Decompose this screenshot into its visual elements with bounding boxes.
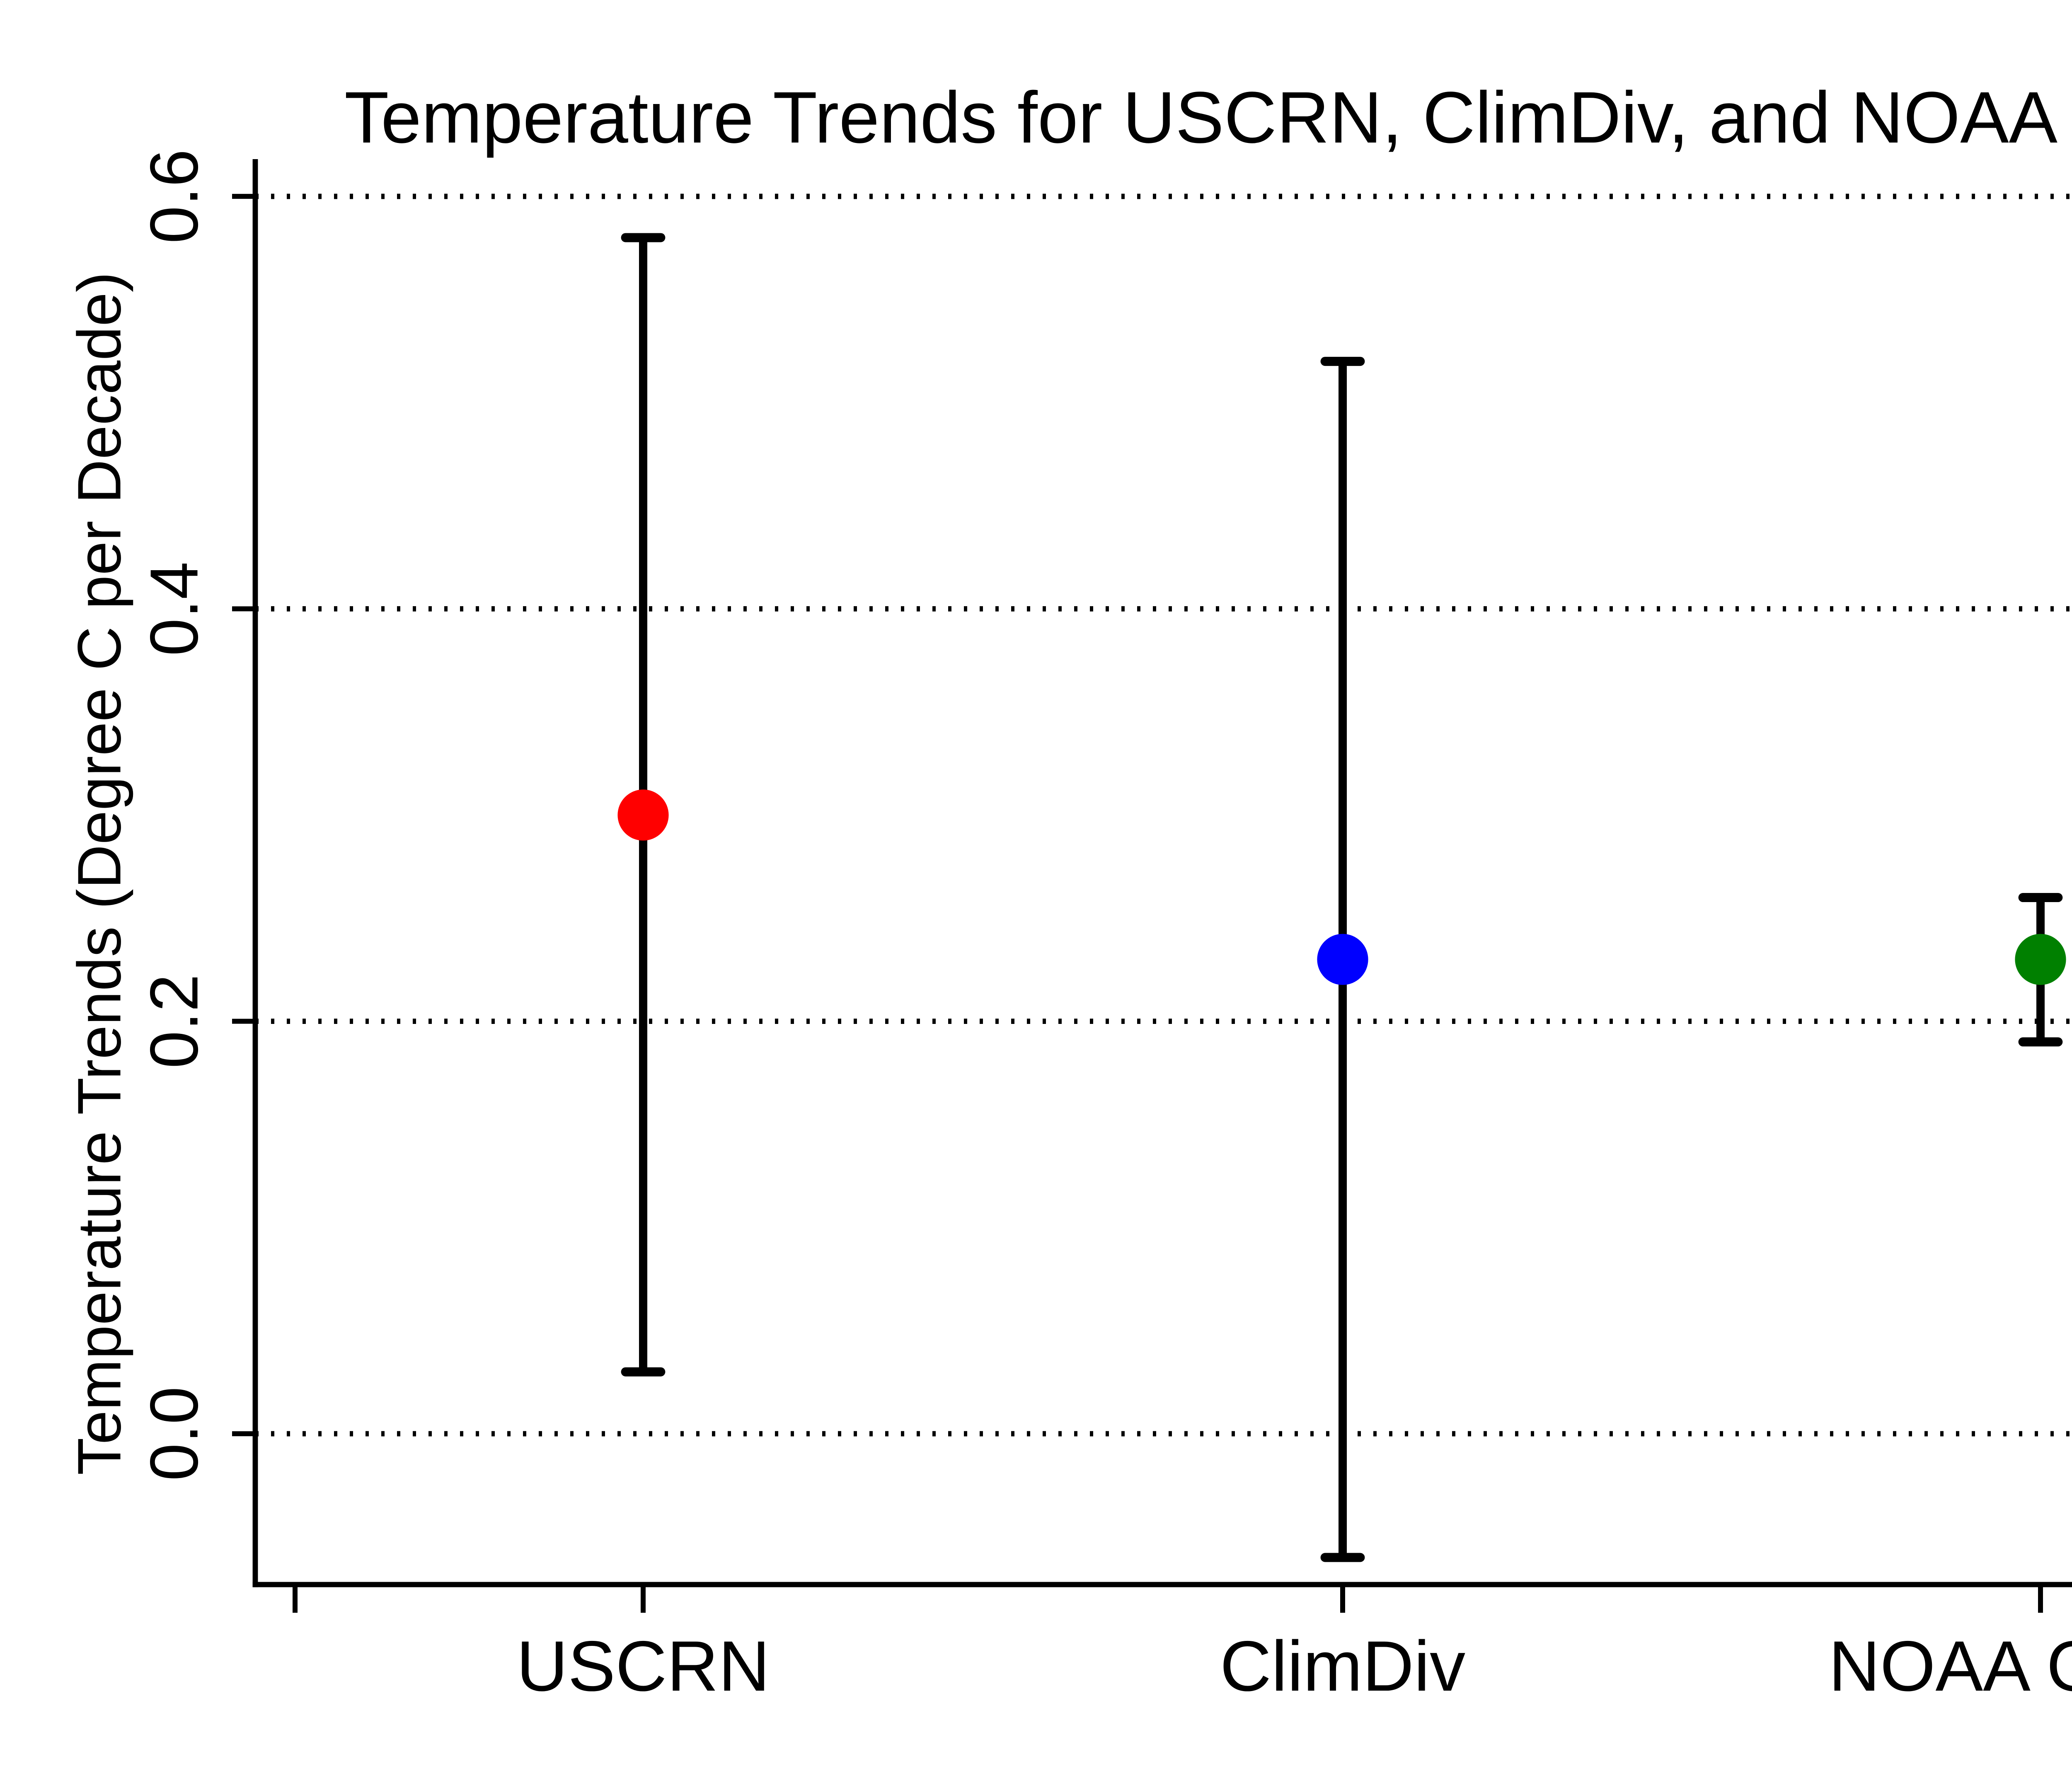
x-category-label: NOAA Global xyxy=(1829,1626,2072,1706)
x-tick-marks xyxy=(293,1585,2043,1613)
y-tick-label: 0.0 xyxy=(136,1386,212,1481)
y-axis-title: Temperature Trends (Degree C per Decade) xyxy=(65,272,134,1475)
data-point-marker xyxy=(1317,934,1368,985)
y-tick-label: 0.4 xyxy=(136,561,212,656)
x-category-labels: USCRN ClimDiv NOAA Global xyxy=(516,1626,2072,1706)
y-tick-labels: 0.0 0.2 0.4 0.6 xyxy=(136,149,212,1481)
y-tick-marks xyxy=(232,194,255,1436)
chart-title: Temperature Trends for USCRN, ClimDiv, a… xyxy=(344,77,2072,158)
y-tick-label: 0.2 xyxy=(136,974,212,1069)
data-point-markers xyxy=(617,789,2066,985)
error-bars xyxy=(621,233,2063,1562)
data-point-marker xyxy=(2015,934,2066,985)
data-point-marker xyxy=(617,789,669,841)
y-tick-label: 0.6 xyxy=(136,149,212,244)
gridlines xyxy=(255,194,2072,1437)
x-category-label: USCRN xyxy=(516,1626,770,1706)
x-category-label: ClimDiv xyxy=(1220,1626,1465,1706)
